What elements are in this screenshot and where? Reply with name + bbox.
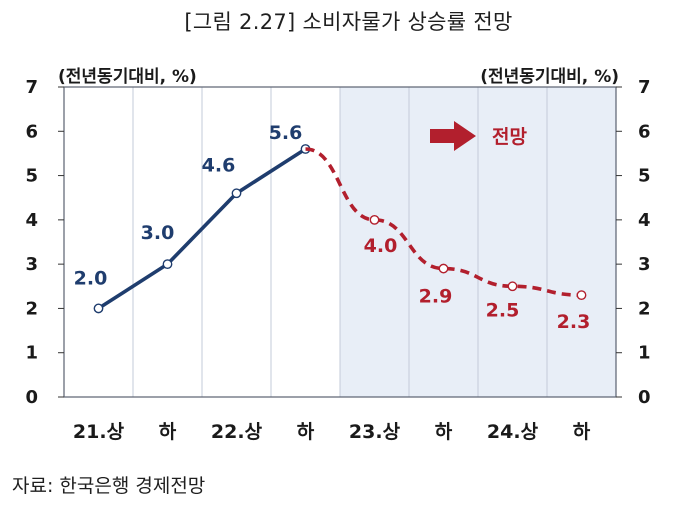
- left-tick-label: 2: [25, 298, 38, 319]
- data-label: 2.0: [74, 267, 108, 289]
- chart-title: [그림 2.27] 소비자물가 상승률 전망: [184, 10, 513, 34]
- data-point: [369, 214, 380, 225]
- right-tick-label: 2: [638, 298, 651, 319]
- right-tick-label: 7: [638, 77, 651, 98]
- data-point: [507, 281, 518, 292]
- right-tick-label: 0: [638, 387, 651, 408]
- x-tick-label: 22.상: [211, 421, 263, 443]
- data-label: 4.0: [364, 235, 398, 257]
- forecast-label: 전망: [492, 126, 527, 148]
- left-axis-unit: (전년동기대비, %): [58, 67, 197, 87]
- forecast-arrow: [430, 121, 476, 151]
- data-point: [438, 263, 449, 274]
- data-point: [231, 188, 242, 199]
- x-tick-label: 하: [297, 421, 315, 443]
- data-label: 4.6: [202, 154, 236, 176]
- x-tick-label: 하: [435, 421, 453, 443]
- plot-frame: [63, 86, 617, 398]
- forecast-line: [305, 147, 582, 297]
- right-tick-label: 3: [638, 254, 651, 275]
- right-tick-label: 6: [638, 121, 651, 142]
- x-tick-label: 하: [159, 421, 177, 443]
- data-point: [576, 290, 587, 301]
- right-axis-unit: (전년동기대비, %): [480, 67, 619, 87]
- data-point: [162, 259, 173, 270]
- data-point: [93, 303, 104, 314]
- left-tick-label: 1: [25, 343, 38, 364]
- x-tick-label: 21.상: [73, 421, 125, 443]
- data-label: 2.3: [557, 311, 591, 333]
- left-tick-label: 7: [25, 77, 38, 98]
- data-label: 3.0: [141, 222, 175, 244]
- right-tick-label: 1: [638, 343, 651, 364]
- data-label: 5.6: [269, 122, 303, 144]
- x-tick-label: 24.상: [487, 421, 539, 443]
- data-label: 2.5: [486, 299, 520, 321]
- actual-line: [97, 147, 307, 310]
- x-tick-label: 하: [573, 421, 591, 443]
- left-tick-label: 3: [25, 254, 38, 275]
- source-note: 자료: 한국은행 경제전망: [12, 475, 206, 497]
- left-tick-label: 5: [25, 166, 38, 187]
- left-tick-label: 6: [25, 121, 38, 142]
- x-tick-label: 23.상: [349, 421, 401, 443]
- right-tick-label: 4: [638, 210, 651, 231]
- data-label: 2.9: [419, 286, 453, 308]
- left-tick-label: 4: [25, 210, 38, 231]
- right-tick-label: 5: [638, 166, 651, 187]
- left-tick-label: 0: [25, 387, 38, 408]
